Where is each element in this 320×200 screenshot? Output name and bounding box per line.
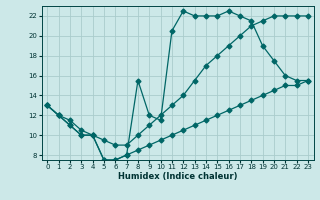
X-axis label: Humidex (Indice chaleur): Humidex (Indice chaleur) — [118, 172, 237, 181]
